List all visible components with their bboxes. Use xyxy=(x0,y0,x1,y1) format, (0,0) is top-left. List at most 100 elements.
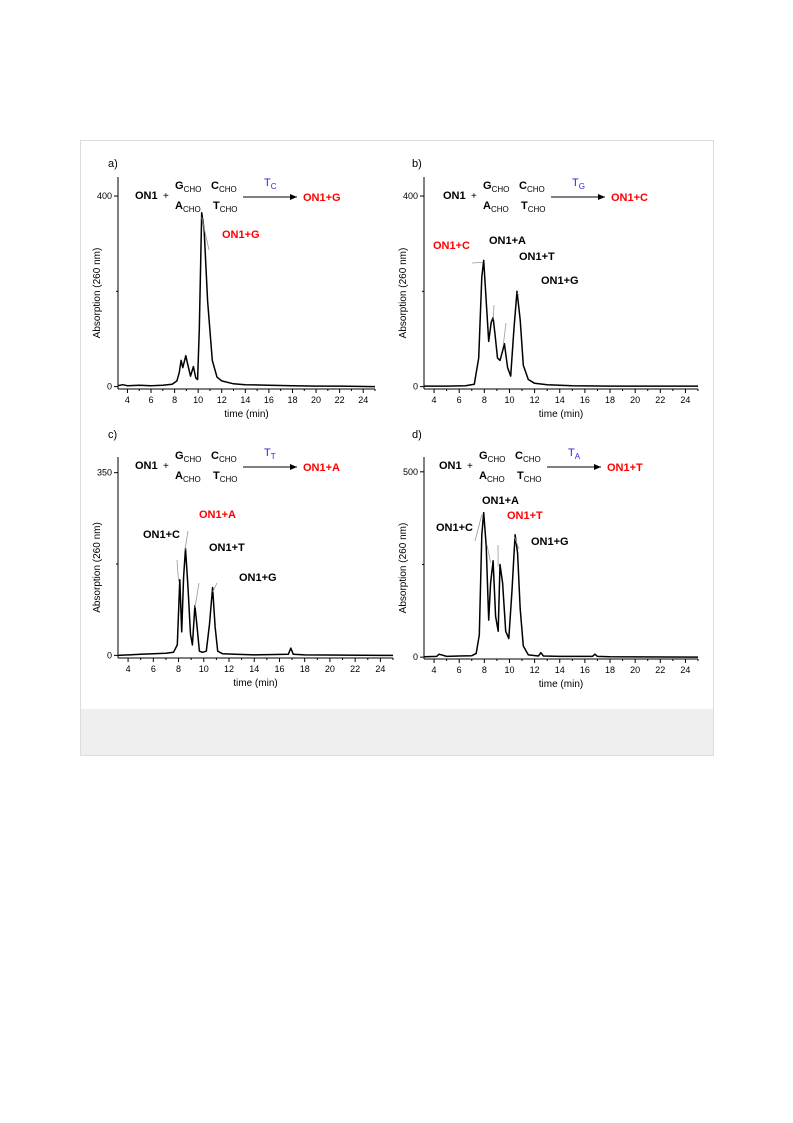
x-tick-label: 18 xyxy=(605,665,615,675)
y-axis-title: Absorption (260 nm) xyxy=(398,523,409,614)
peak-annotation: ON1+T xyxy=(502,251,555,346)
x-tick-label: 8 xyxy=(482,665,487,675)
scheme-product: ON1+G xyxy=(303,192,341,204)
annotation-leader xyxy=(201,217,210,251)
x-tick-label: 4 xyxy=(126,664,131,674)
scheme-aldehyde: CCHO xyxy=(515,450,541,464)
scheme-reactant: ON1 xyxy=(135,460,158,472)
chart-panel: c) 4 6 8 10 12 14 16 18 20 22 24 0 350 time (min) Absor… xyxy=(92,429,394,689)
x-tick-label: 6 xyxy=(457,665,462,675)
reaction-scheme: ON1 + GCHO CCHO ACHO TCHO TT ON1+A xyxy=(135,447,340,484)
y-axis-title: Absorption (260 nm) xyxy=(398,248,409,339)
scheme-reactant: ON1 xyxy=(135,190,158,202)
reaction-scheme: ON1 + GCHO CCHO ACHO TCHO TA ON1+T xyxy=(439,447,643,484)
peak-label: ON1+C xyxy=(436,522,473,534)
x-tick-label: 6 xyxy=(151,664,156,674)
x-tick-label: 24 xyxy=(680,665,690,675)
y-tick-label: 0 xyxy=(413,382,418,392)
x-tick-label: 10 xyxy=(504,665,514,675)
peak-annotation: ON1+A xyxy=(184,509,236,551)
x-tick-label: 14 xyxy=(240,395,250,405)
x-tick-label: 14 xyxy=(555,665,565,675)
chromatogram-trace xyxy=(117,547,394,657)
peak-label: ON1+C xyxy=(433,240,470,252)
x-tick-label: 4 xyxy=(432,665,437,675)
chromatogram-trace xyxy=(117,211,376,388)
peak-label: ON1+A xyxy=(489,235,526,247)
x-tick-label: 22 xyxy=(350,664,360,674)
peak-annotation: ON1+C xyxy=(436,514,483,542)
panel-letter: c) xyxy=(108,429,117,441)
chart-panel: b) 4 6 8 10 12 14 16 18 20 22 24 0 400 time (min) Absor… xyxy=(398,158,699,420)
y-tick-label: 400 xyxy=(403,191,418,201)
x-tick-label: 24 xyxy=(375,664,385,674)
scheme-reagent: TC xyxy=(264,177,277,191)
x-tick-label: 6 xyxy=(149,395,154,405)
x-tick-label: 14 xyxy=(555,395,565,405)
x-tick-label: 20 xyxy=(630,395,640,405)
x-tick-label: 24 xyxy=(680,395,690,405)
scheme-aldehyde: TCHO xyxy=(517,470,542,484)
x-tick-label: 12 xyxy=(217,395,227,405)
scheme-aldehyde: GCHO xyxy=(483,180,509,194)
peak-label: ON1+A xyxy=(482,495,519,507)
peak-annotation: ON1+A xyxy=(489,235,526,320)
x-tick-label: 22 xyxy=(655,665,665,675)
x-tick-label: 20 xyxy=(311,395,321,405)
peak-label: ON1+G xyxy=(222,229,260,241)
peak-annotation: ON1+G xyxy=(212,572,277,593)
x-tick-label: 14 xyxy=(249,664,259,674)
y-tick-label: 0 xyxy=(107,382,112,392)
annotation-leader xyxy=(514,536,520,550)
scheme-aldehyde: ACHO xyxy=(175,200,201,214)
x-tick-label: 10 xyxy=(193,395,203,405)
x-axis-title: time (min) xyxy=(233,678,277,689)
panel-letter: d) xyxy=(412,429,422,441)
x-tick-label: 4 xyxy=(125,395,130,405)
y-tick-label: 500 xyxy=(403,467,418,477)
scheme-arrow-head xyxy=(594,464,601,470)
scheme-aldehyde: GCHO xyxy=(175,180,201,194)
x-axis-title: time (min) xyxy=(539,679,583,690)
x-tick-label: 12 xyxy=(224,664,234,674)
x-tick-label: 18 xyxy=(605,395,615,405)
scheme-plus: + xyxy=(163,191,169,202)
scheme-arrow-head xyxy=(290,464,297,470)
y-tick-label: 350 xyxy=(97,468,112,478)
scheme-aldehyde: TCHO xyxy=(213,470,238,484)
annotation-leader xyxy=(502,322,507,346)
y-axis-title: Absorption (260 nm) xyxy=(92,522,103,613)
peak-label: ON1+A xyxy=(199,509,236,521)
y-tick-label: 0 xyxy=(413,652,418,662)
y-axis-title: Absorption (260 nm) xyxy=(92,248,103,339)
chart-panel: a) 4 6 8 10 12 14 16 18 20 22 24 0 400 time (min) Absor… xyxy=(92,158,376,420)
scheme-reagent: TG xyxy=(572,177,585,191)
scheme-aldehyde: GCHO xyxy=(175,450,201,464)
x-tick-label: 16 xyxy=(580,665,590,675)
scheme-aldehyde: ACHO xyxy=(479,470,505,484)
x-tick-label: 8 xyxy=(176,664,181,674)
peak-annotation: ON1+T xyxy=(497,510,543,567)
annotation-leader xyxy=(212,582,218,593)
x-tick-label: 8 xyxy=(482,395,487,405)
caption-band xyxy=(81,709,713,755)
x-tick-label: 16 xyxy=(580,395,590,405)
peak-annotation: ON1+G xyxy=(514,536,569,550)
scheme-product: ON1+T xyxy=(607,462,643,474)
x-tick-label: 10 xyxy=(504,395,514,405)
x-tick-label: 20 xyxy=(325,664,335,674)
y-tick-label: 0 xyxy=(107,650,112,660)
scheme-reagent: TT xyxy=(264,447,276,461)
peak-annotation: ON1+G xyxy=(516,275,579,296)
peak-label: ON1+G xyxy=(531,536,569,548)
reaction-scheme: ON1 + GCHO CCHO ACHO TCHO TG ON1+C xyxy=(443,177,648,214)
x-tick-label: 8 xyxy=(172,395,177,405)
scheme-aldehyde: CCHO xyxy=(211,180,237,194)
scheme-reactant: ON1 xyxy=(439,460,462,472)
figure-frame: a) 4 6 8 10 12 14 16 18 20 22 24 0 400 time (min) Absor… xyxy=(80,140,714,756)
x-tick-label: 24 xyxy=(358,395,368,405)
scheme-plus: + xyxy=(163,461,169,472)
peak-label: ON1+G xyxy=(239,572,277,584)
x-tick-label: 12 xyxy=(530,665,540,675)
